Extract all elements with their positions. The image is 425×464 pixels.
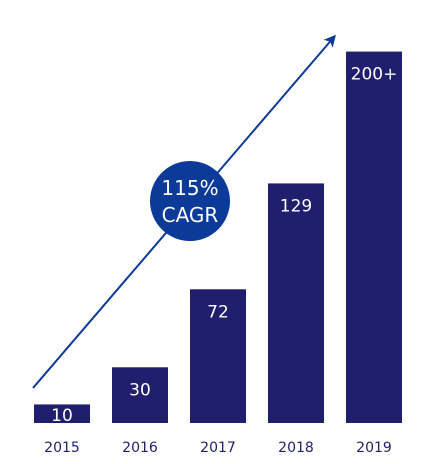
bar-value-label-2016: 30 xyxy=(129,380,151,400)
bars-layer xyxy=(34,51,402,423)
cagr-badge: 115% CAGR xyxy=(150,161,230,241)
cagr-badge-circle xyxy=(150,161,230,241)
bar-2018 xyxy=(268,183,324,423)
bar-value-label-2017: 72 xyxy=(207,302,229,322)
x-tick-label-2018: 2018 xyxy=(278,440,314,456)
bar-2016 xyxy=(112,367,168,423)
x-tick-label-2016: 2016 xyxy=(122,440,158,456)
bar-value-label-2018: 129 xyxy=(280,196,312,216)
bar-value-label-2019: 200+ xyxy=(351,65,398,85)
x-tick-labels-layer: 2015 2016 2017 2018 2019 xyxy=(44,440,392,456)
bar-2015 xyxy=(34,404,90,423)
x-tick-label-2017: 2017 xyxy=(200,440,236,456)
bar-2019 xyxy=(346,51,402,423)
bar-2017 xyxy=(190,289,246,423)
bar-value-label-2015: 10 xyxy=(51,406,73,426)
value-labels-layer: 10 30 72 129 200+ xyxy=(51,65,397,426)
x-tick-label-2015: 2015 xyxy=(44,440,80,456)
x-tick-label-2019: 2019 xyxy=(356,440,392,456)
cagr-badge-percent: 115% xyxy=(161,176,218,200)
cagr-badge-label: CAGR xyxy=(162,203,219,227)
